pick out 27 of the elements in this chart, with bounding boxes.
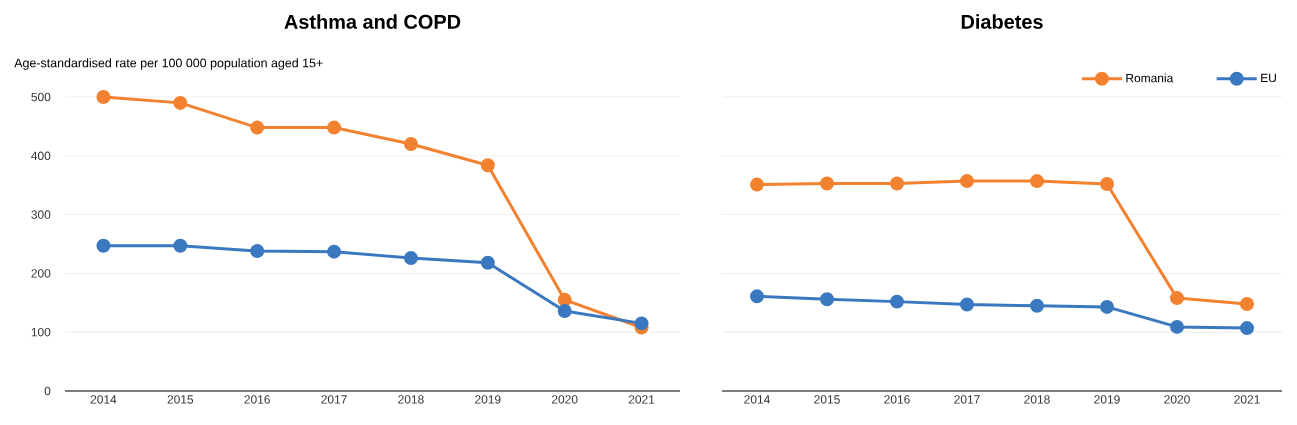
y-tick-label: 300 [31,210,51,219]
y-tick-label: 100 [31,327,51,337]
x-tick-label: 2014 [90,395,117,404]
chart-subtitle: Age-standardised rate per 100 000 population aged 15+ [14,58,323,70]
x-tick-label: 2015 [814,395,840,404]
x-tick-label: 2021 [628,395,655,404]
y-tick-label: 500 [31,92,51,102]
x-tick-label: 2019 [475,395,501,404]
x-tick-label: 2019 [1094,395,1120,404]
x-tick-label: 2020 [551,395,578,404]
y-tick-label: 200 [31,269,51,278]
x-tick-label: 2014 [744,395,770,404]
x-tick-label: 2020 [1164,395,1190,404]
x-tick-label: 2017 [954,395,980,404]
x-tick-label: 2015 [167,395,194,404]
x-tick-label: 2018 [1024,395,1050,404]
legend-label: EU [1261,73,1276,83]
x-tick-label: 2016 [884,395,910,404]
x-tick-label: 2016 [244,395,270,404]
x-tick-label: 2021 [1234,395,1260,404]
x-tick-label: 2018 [398,395,424,404]
x-tick-label: 2017 [321,395,347,404]
y-tick-label: 0 [44,386,51,396]
legend-label: Romania [1126,73,1174,83]
chart-title: Asthma and COPD [284,14,461,29]
chart-title: Diabetes [961,14,1043,29]
y-tick-label: 400 [31,151,51,161]
